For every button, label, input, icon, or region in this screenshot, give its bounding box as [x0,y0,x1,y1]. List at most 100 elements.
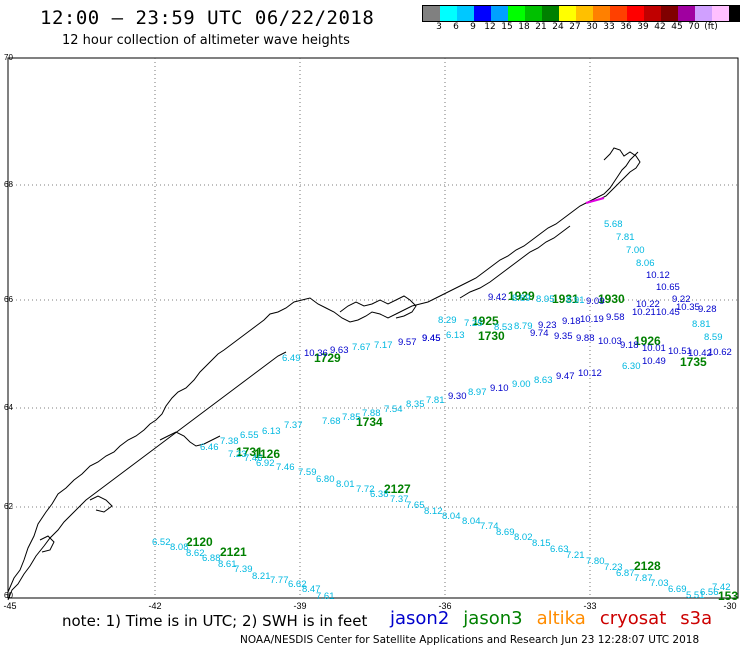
footer-note: note: 1) Time is in UTC; 2) SWH is in fe… [62,612,368,630]
map-frame [7,57,739,599]
wave-value: 9.58 [606,312,625,323]
wave-value: 8.79 [514,321,533,332]
color-scale-label: 36 [620,22,632,32]
track-time: 2127 [384,482,411,496]
color-swatch [576,6,593,21]
wave-value: 7.54 [384,404,403,415]
greenland-coastline [7,147,641,601]
wave-value: 8.15 [532,538,551,549]
wave-value: 8.95 [536,294,555,305]
wave-value: 9.28 [698,304,717,315]
satellite-name: jason3 [463,608,523,629]
wave-value: 6.62 [288,579,307,590]
track-time: 2120 [186,535,213,549]
wave-value: 7.38 [220,436,239,447]
color-swatch [610,6,627,21]
wave-value: 8.91 [566,295,585,306]
wave-value: 6.87 [616,568,635,579]
color-scale-label: 12 [484,22,496,32]
satellite-name: altika [536,608,586,629]
color-swatch [542,6,559,21]
color-swatch [474,6,491,21]
wave-value: 7.25 [464,318,483,329]
color-scale-label: 30 [586,22,598,32]
wave-value: 8.61 [218,559,237,570]
color-swatch [508,6,525,21]
wave-value: 7.80 [586,556,605,567]
color-scale-label: 18 [518,22,530,32]
color-scale-bar [422,5,740,22]
wave-value: 8.69 [512,293,531,304]
track-time: 1929 [508,289,535,303]
wave-value: 10.12 [578,368,602,379]
lon-label-45: -45 [3,601,16,611]
wave-value: 6.13 [446,330,465,341]
wave-value: 10.62 [708,347,732,358]
wave-value: 9.23 [538,320,557,331]
color-swatch [593,6,610,21]
satellite-name: cryosat [599,608,667,629]
page-title: 12:00 — 23:59 UTC 06/22/2018 [40,7,375,29]
wave-value: 7.87 [634,573,653,584]
wave-value: 9.47 [556,371,575,382]
wave-value: 8.04 [442,511,461,522]
wave-value: 10.49 [642,356,666,367]
cryosat-segment [585,197,605,204]
wave-value: 7.46 [244,453,263,464]
wave-value: 8.35 [406,399,425,410]
track-time: 1735 [680,355,707,369]
wave-value: 8.62 [186,548,205,559]
color-swatch [661,6,678,21]
lat-label-60: 60 [4,591,13,600]
wave-value: 7.03 [650,578,669,589]
wave-value: 10.03 [598,336,622,347]
track-time: 1734 [356,415,383,429]
wave-value: 5.68 [604,219,623,230]
credit-line: NOAA/NESDIS Center for Satellite Applica… [240,634,700,646]
wave-value: 6.55 [240,430,259,441]
wave-value: 10.21 [632,307,656,318]
track-time: 1926 [634,334,661,348]
color-scale-label: 27 [569,22,581,32]
wave-value: 9.74 [530,328,549,339]
wave-value: 7.23 [604,562,623,573]
wave-value: 7.17 [374,340,393,351]
wave-value: 10.01 [642,343,666,354]
wave-value: 8.47 [302,584,321,595]
wave-value: 10.42 [688,348,712,359]
lat-label-70: 70 [4,53,13,62]
track-time: 1730 [478,329,505,343]
wave-value: 8.04 [462,516,481,527]
wave-value: 6.69 [668,584,687,595]
wave-value: 6.56 [700,587,719,598]
lon-label-33: -33 [583,601,596,611]
wave-value: 10.12 [646,270,670,281]
grid-lines [8,58,738,598]
color-scale-label: 42 [654,22,666,32]
wave-value: 9.57 [398,337,417,348]
color-scale-label: 33 [603,22,615,32]
color-scale-label: 39 [637,22,649,32]
wave-value: 7.81 [616,232,635,243]
wave-value: 6.88 [202,553,221,564]
wave-value: 7.59 [298,467,317,478]
wave-value: 8.53 [494,322,513,333]
wave-value: 6.52 [152,537,171,548]
wave-value: 7.68 [322,416,341,427]
wave-value: 8.63 [534,375,553,386]
wave-value: 9.45 [422,333,441,344]
wave-value: 8.12 [424,506,443,517]
lat-label-62: 62 [4,502,13,511]
wave-value: 9.18 [562,316,581,327]
wave-value: 6.30 [622,361,641,372]
wave-value: 7.21 [566,550,585,561]
wave-value: 7.37 [390,494,409,505]
color-scale-label: 3 [436,22,442,32]
color-swatch [729,6,740,21]
lon-label-39: -39 [293,601,306,611]
lon-labels: -45 -42 -39 -36 -33 -30 [3,601,736,611]
wave-value: 10.19 [580,314,604,325]
color-swatch [644,6,661,21]
wave-value: 7.85 [342,412,361,423]
wave-value: 6.49 [282,353,301,364]
